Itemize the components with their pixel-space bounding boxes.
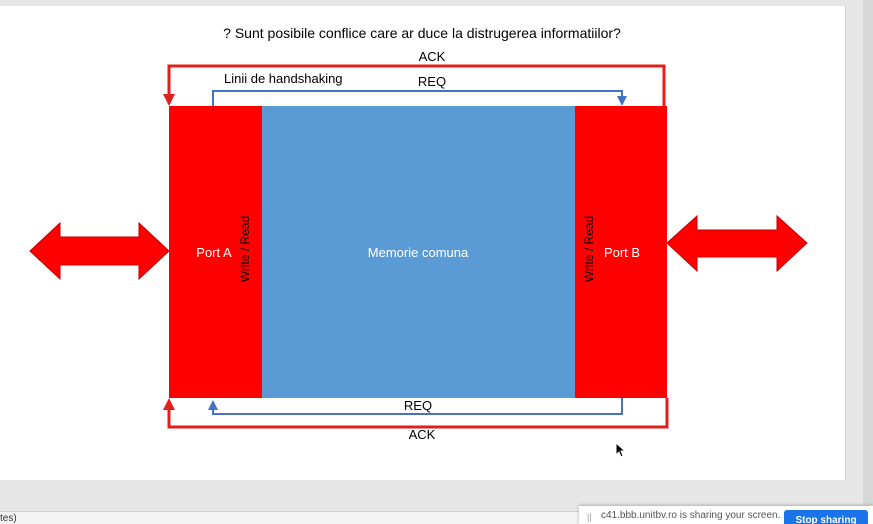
vertical-scrollbar[interactable]: [863, 0, 873, 505]
port-b-block: [575, 106, 667, 398]
req-line-top: [212, 90, 623, 108]
drag-handle-icon[interactable]: ||: [587, 512, 592, 522]
rw-label-left: Write / Read: [238, 216, 252, 282]
handshake-label: Linii de handshaking: [224, 71, 343, 86]
ack-label-top: ACK: [419, 49, 446, 64]
rw-label-right: Write / Read: [582, 216, 596, 282]
memory-label: Memorie comuna: [368, 245, 469, 260]
double-arrow-left-icon: [29, 221, 170, 281]
slide-canvas: ? Sunt posibile conflice care ar duce la…: [0, 6, 846, 480]
ack-line-top: [167, 64, 666, 108]
screen-share-banner: || c41.bbb.unitbv.ro is sharing your scr…: [579, 506, 873, 524]
ack-label-bottom: ACK: [409, 427, 436, 442]
status-text: tes): [0, 513, 17, 524]
port-a-label: Port A: [196, 245, 232, 260]
req-arrowhead-top: [617, 96, 627, 106]
handshake-diagram: ? Sunt posibile conflice care ar duce la…: [29, 25, 808, 442]
ack-line-bottom: [167, 398, 669, 429]
double-arrow-right-icon: [666, 214, 808, 273]
req-arrowhead-bottom: [208, 400, 218, 410]
stop-sharing-button[interactable]: Stop sharing: [784, 510, 868, 524]
memory-block: [262, 106, 575, 398]
mouse-cursor-icon: [615, 442, 627, 458]
ack-arrowhead-bottom: [163, 398, 175, 410]
req-label-top: REQ: [418, 74, 446, 89]
port-a-block: [169, 106, 262, 398]
share-status-text: c41.bbb.unitbv.ro is sharing your screen…: [601, 510, 781, 521]
question-title: ? Sunt posibile conflice care ar duce la…: [223, 25, 621, 41]
port-b-label: Port B: [604, 245, 640, 260]
req-label-bottom: REQ: [404, 398, 432, 413]
ack-arrowhead-top: [163, 94, 175, 106]
